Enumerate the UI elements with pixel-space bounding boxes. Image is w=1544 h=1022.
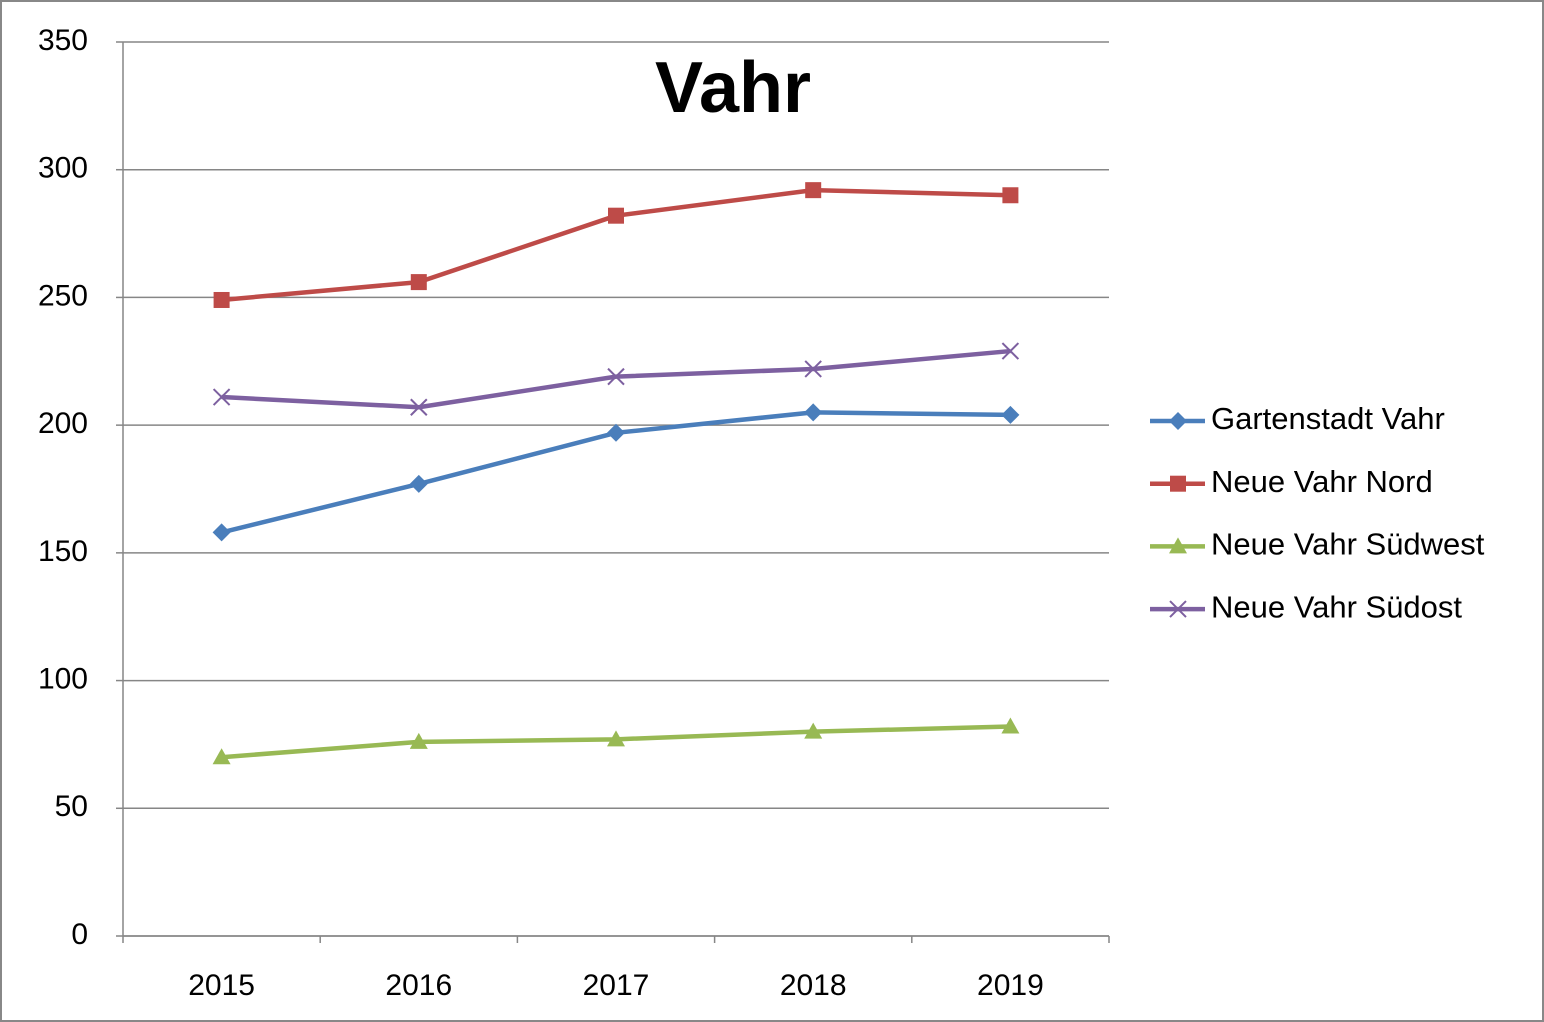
marker [1169,412,1187,430]
y-tick-label: 350 [38,24,88,57]
marker [1002,187,1019,204]
legend-label: Neue Vahr Nord [1211,464,1433,499]
x-tick-label: 2017 [583,969,650,1002]
y-tick-label: 200 [38,407,88,440]
marker [804,722,823,739]
x-tick-label: 2018 [780,969,847,1002]
marker [804,403,823,422]
marker [805,182,822,199]
legend-label: Neue Vahr Südost [1211,589,1462,624]
marker [1001,342,1020,360]
marker [212,523,231,542]
legend-label: Neue Vahr Südwest [1211,527,1485,562]
marker [607,423,625,442]
marker [1170,475,1186,492]
y-tick-label: 100 [38,662,88,695]
x-tick-label: 2015 [188,969,255,1002]
marker [608,207,624,224]
marker [410,274,427,291]
y-tick-label: 300 [38,152,88,185]
marker [607,367,625,386]
y-tick-label: 0 [71,918,88,951]
legend-label: Gartenstadt Vahr [1211,401,1445,436]
marker [410,398,428,416]
marker [607,730,625,747]
marker [409,474,428,493]
marker [1169,600,1187,618]
y-tick-label: 250 [38,279,88,312]
marker [1001,717,1020,734]
marker [213,291,230,308]
marker [409,732,428,749]
y-tick-label: 50 [55,790,88,823]
x-tick-label: 2016 [385,969,452,1002]
marker [804,360,822,378]
y-tick-label: 150 [38,535,88,568]
chart-title: Vahr [655,48,811,128]
marker [1001,405,1020,424]
marker [212,748,231,765]
x-tick-label: 2019 [977,969,1044,1002]
marker [212,388,231,406]
marker [1169,537,1187,554]
